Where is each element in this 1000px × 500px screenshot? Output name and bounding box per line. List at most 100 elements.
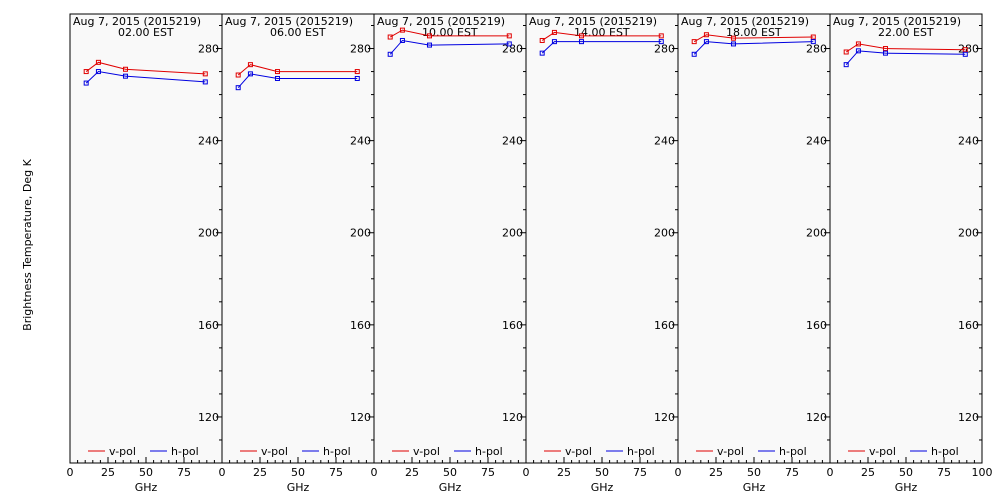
x-tick-label: 75 [937,466,951,479]
data-point [578,39,584,45]
panel-1: Aug 7, 2015 (2015219)02.00 EST 120 160 200 2… [67,13,223,494]
data-point [122,73,128,79]
data-point [247,62,253,68]
data-point [962,47,968,53]
y-tick-label: 120 [654,411,675,424]
legend-label: v-pol [109,445,136,458]
data-point [387,51,393,57]
x-tick-label: 25 [861,466,875,479]
legend-label: h-pol [931,445,959,458]
panel-title-time: 18.00 EST [726,26,782,39]
data-point [962,51,968,57]
data-point [506,33,512,39]
x-tick-label: 25 [557,466,571,479]
x-tick-label: 0 [219,466,226,479]
y-tick-label: 120 [502,411,523,424]
legend-label: h-pol [627,445,655,458]
data-point [691,39,697,45]
data-point [235,85,241,91]
y-tick-label: 240 [502,135,523,148]
x-tick-label: 50 [139,466,153,479]
y-tick-label: 160 [198,319,219,332]
legend-label: v-pol [869,445,896,458]
panel-3: Aug 7, 2015 (2015219)10.00 EST 120 160 200 2… [371,13,527,494]
legend-label: v-pol [413,445,440,458]
data-point [551,39,557,45]
x-axis-label: GHz [743,481,766,494]
data-point [247,71,253,77]
data-point [387,34,393,40]
y-tick-label: 200 [198,227,219,240]
data-point [810,34,816,40]
panel-title-time: 02.00 EST [118,26,174,39]
panel-background [70,14,222,463]
x-tick-label: 0 [67,466,74,479]
y-tick-label: 160 [806,319,827,332]
x-tick-label: 0 [827,466,834,479]
data-point [578,33,584,39]
data-point [506,41,512,47]
data-point [843,62,849,68]
y-tick-label: 160 [654,319,675,332]
data-point [882,46,888,52]
data-point [703,32,709,38]
series-line-v-pol [85,61,206,75]
data-point [426,33,432,39]
y-tick-label: 200 [654,227,675,240]
x-tick-label: 25 [405,466,419,479]
panel-title-date: Aug 7, 2015 (2015219) [529,15,657,28]
data-point [399,37,405,43]
series-line-v-pol [389,29,510,38]
panel-title-date: Aug 7, 2015 (2015219) [833,15,961,28]
data-point [354,75,360,81]
data-point [539,50,545,56]
y-tick-label: 240 [806,135,827,148]
y-tick-label: 240 [958,135,979,148]
x-axis-label: GHz [591,481,614,494]
y-tick-label: 120 [198,411,219,424]
x-tick-label: 75 [633,466,647,479]
y-tick-label: 200 [958,227,979,240]
y-tick-label: 240 [654,135,675,148]
y-tick-label: 280 [198,43,219,56]
y-tick-label: 120 [958,411,979,424]
series-line-v-pol [693,34,814,43]
legend-label: h-pol [171,445,199,458]
y-tick-label: 200 [502,227,523,240]
series-line-v-pol [845,43,966,53]
series-line-h-pol [389,39,510,55]
y-tick-label: 240 [350,135,371,148]
panel-background [222,14,374,463]
series-line-h-pol [845,50,966,65]
data-point [122,66,128,72]
data-point [83,69,89,75]
data-point [539,37,545,43]
x-tick-label: 50 [747,466,761,479]
series-line-v-pol [237,64,358,76]
data-point [730,41,736,47]
y-tick-label: 120 [806,411,827,424]
x-axis-label: GHz [439,481,462,494]
x-tick-label: 0 [675,466,682,479]
panel-background [678,14,830,463]
y-tick-label: 280 [806,43,827,56]
data-point [95,69,101,75]
y-tick-label: 240 [198,135,219,148]
x-tick-label: 0 [371,466,378,479]
y-tick-label: 200 [806,227,827,240]
y-tick-label: 280 [654,43,675,56]
y-tick-label: 160 [958,319,979,332]
data-point [551,29,557,35]
panel-title-date: Aug 7, 2015 (2015219) [225,15,353,28]
y-axis-label: Brightness Temperature, Deg K [21,158,34,330]
x-tick-label: 50 [899,466,913,479]
data-point [202,79,208,85]
panel-title-time: 06.00 EST [270,26,326,39]
x-tick-label: 25 [253,466,267,479]
x-tick-label: 50 [291,466,305,479]
data-point [83,80,89,86]
x-tick-label: 25 [709,466,723,479]
x-tick-label: 0 [523,466,530,479]
panel-background [526,14,678,463]
